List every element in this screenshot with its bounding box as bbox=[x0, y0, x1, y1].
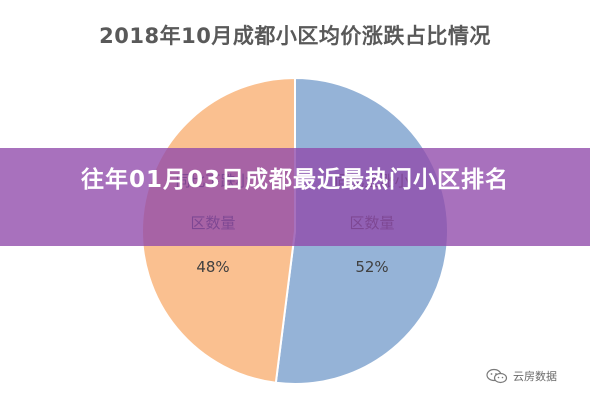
watermark: 云房数据 bbox=[486, 366, 557, 386]
headline-text: 往年01月03日成都最近最热门小区排名 bbox=[80, 167, 509, 193]
wechat-icon bbox=[486, 368, 508, 384]
headline-banner bbox=[0, 148, 590, 246]
watermark-text: 云房数据 bbox=[513, 370, 557, 383]
chart-title: 2018年10月成都小区均价涨跌占比情况 bbox=[99, 24, 491, 48]
slice-percent-2: 48% bbox=[196, 258, 229, 276]
slice-percent-1: 52% bbox=[355, 258, 388, 276]
